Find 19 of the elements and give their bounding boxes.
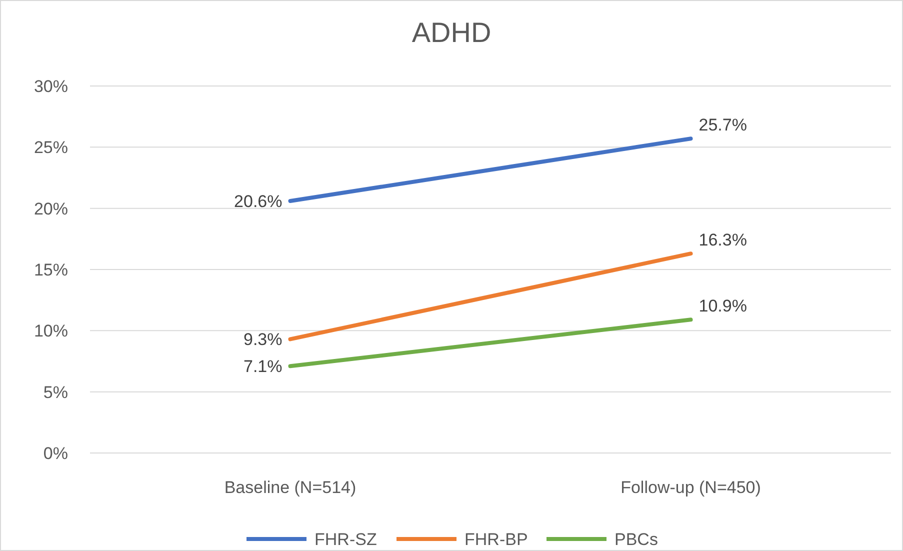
- y-tick-label: 15%: [34, 260, 68, 280]
- x-tick-label: Baseline (N=514): [224, 478, 356, 497]
- legend-label: FHR-SZ: [314, 530, 377, 549]
- data-label: 10.9%: [698, 296, 747, 316]
- y-tick-label: 20%: [34, 199, 68, 218]
- data-label: 7.1%: [244, 357, 282, 376]
- y-tick-label: 0%: [43, 444, 68, 463]
- y-tick-label: 25%: [34, 138, 68, 158]
- data-label: 9.3%: [244, 330, 282, 350]
- data-label: 20.6%: [234, 192, 282, 211]
- y-tick-label: 5%: [43, 382, 68, 402]
- y-tick-label: 10%: [34, 322, 68, 341]
- data-label: 16.3%: [698, 230, 747, 250]
- x-tick-label: Follow-up (N=450): [620, 478, 761, 497]
- chart-title: ADHD: [412, 17, 492, 48]
- legend-label: PBCs: [614, 530, 658, 549]
- legend-label: FHR-BP: [464, 530, 528, 549]
- data-label: 25.7%: [698, 116, 747, 135]
- y-tick-label: 30%: [34, 77, 68, 96]
